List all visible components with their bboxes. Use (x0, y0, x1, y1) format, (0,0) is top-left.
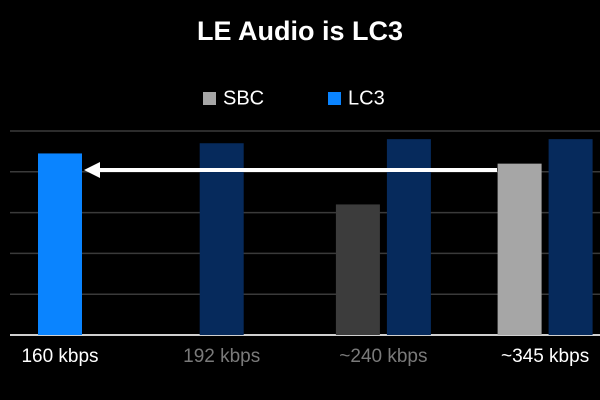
arrow (84, 162, 497, 178)
legend-label: LC3 (348, 87, 385, 109)
bar (199, 143, 244, 335)
legend-label: SBC (223, 87, 264, 109)
x-tick-label: ~240 kbps (339, 346, 427, 367)
x-tick-label: 192 kbps (183, 346, 260, 367)
bar (548, 139, 593, 335)
chart-title: LE Audio is LC3 (197, 16, 403, 46)
x-labels: 160 kbps 192 kbps ~240 kbps ~345 kbps (21, 346, 589, 367)
legend: SBC LC3 (203, 87, 385, 109)
grid (10, 130, 600, 336)
bar (335, 204, 380, 335)
legend-swatch (328, 92, 341, 105)
bar (38, 153, 82, 335)
bars (38, 139, 593, 335)
x-tick-label: ~345 kbps (501, 346, 589, 367)
arrow-head (84, 162, 100, 178)
bar (497, 163, 542, 335)
x-tick-label: 160 kbps (21, 346, 98, 367)
legend-swatch (203, 92, 216, 105)
